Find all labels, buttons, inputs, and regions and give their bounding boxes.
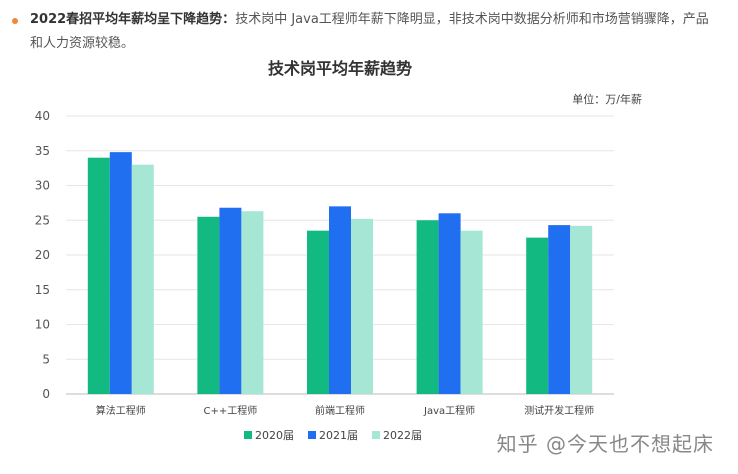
bar — [548, 225, 571, 394]
legend-label: 2022届 — [383, 429, 422, 442]
y-tick-label: 35 — [35, 144, 50, 158]
note-body: 技术岗中 Java工程师年薪下降明显，非技术岗中数据分析师和市场营销骤降，产品和… — [30, 12, 709, 51]
bars — [87, 152, 593, 394]
x-axis: 算法工程师 C++工程师 前端工程师 Java工程师 测试开发工程师 — [96, 404, 594, 417]
bar — [438, 213, 461, 394]
y-tick-label: 0 — [42, 387, 50, 401]
bar — [329, 206, 351, 394]
legend-swatch — [244, 431, 252, 439]
bar — [219, 207, 242, 394]
legend-label: 2020届 — [255, 429, 294, 442]
bar — [460, 230, 483, 394]
bullet-dot-icon — [12, 18, 18, 24]
x-tick-label: C++工程师 — [204, 404, 258, 417]
note-lead: 2022春招平均年薪均呈下降趋势： — [30, 12, 236, 27]
y-axis: 0 5 10 15 20 25 30 35 40 — [35, 109, 50, 401]
bar — [351, 218, 373, 394]
legend-label: 2021届 — [319, 429, 358, 442]
y-tick-label: 40 — [35, 109, 50, 123]
bar — [526, 237, 549, 394]
bar — [87, 157, 110, 394]
note-row: 2022春招平均年薪均呈下降趋势：技术岗中 Java工程师年薪下降明显，非技术岗… — [12, 8, 712, 56]
y-tick-label: 5 — [42, 352, 50, 366]
x-tick-label: 前端工程师 — [315, 404, 365, 417]
x-tick-label: 测试开发工程师 — [524, 404, 594, 417]
note-text: 2022春招平均年薪均呈下降趋势：技术岗中 Java工程师年薪下降明显，非技术岗… — [30, 8, 712, 56]
legend: 2020届 2021届 2022届 — [244, 429, 422, 442]
y-tick-label: 15 — [35, 283, 50, 297]
y-tick-label: 25 — [35, 213, 50, 227]
x-tick-label: 算法工程师 — [96, 404, 146, 417]
legend-swatch — [372, 431, 380, 439]
bar — [307, 230, 329, 394]
unit-note: 单位：万/年薪 — [572, 93, 642, 106]
x-tick-label: Java工程师 — [423, 404, 475, 417]
bar — [570, 225, 593, 394]
y-tick-label: 20 — [35, 248, 50, 262]
y-tick-label: 10 — [35, 318, 50, 332]
bar — [241, 211, 264, 394]
bar — [416, 220, 439, 394]
chart-title: 技术岗平均年薪趋势 — [268, 59, 412, 78]
y-tick-label: 30 — [35, 179, 50, 193]
bar — [197, 216, 220, 394]
watermark: 知乎 @今天也不想起床 — [496, 432, 714, 456]
bar — [131, 164, 154, 394]
legend-swatch — [308, 431, 316, 439]
bar — [109, 152, 132, 394]
